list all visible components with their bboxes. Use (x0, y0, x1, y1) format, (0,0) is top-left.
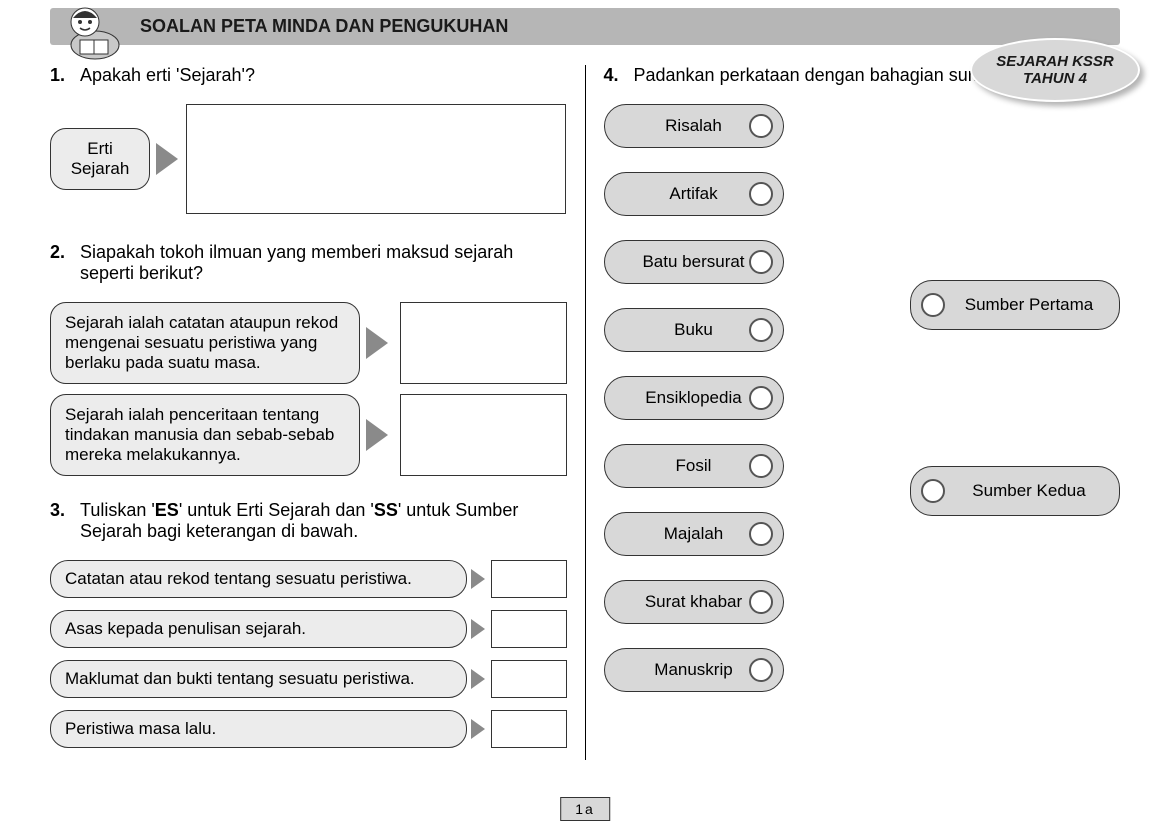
arrow-icon (471, 569, 485, 589)
q3-row: Catatan atau rekod tentang sesuatu peris… (50, 560, 567, 598)
connector-dot[interactable] (749, 590, 773, 614)
match-item-left[interactable]: Buku (604, 308, 784, 352)
arrow-icon (471, 669, 485, 689)
q3-prefix: Tuliskan ' (80, 500, 155, 520)
pill-label: Batu bersurat (642, 252, 744, 272)
question-3: 3. Tuliskan 'ES' untuk Erti Sejarah dan … (50, 500, 567, 542)
match-item-left[interactable]: Risalah (604, 104, 784, 148)
connector-dot[interactable] (921, 479, 945, 503)
q3-number: 3. (50, 500, 80, 542)
match-item-left[interactable]: Fosil (604, 444, 784, 488)
arrow-icon (366, 419, 388, 451)
mascot-icon (50, 0, 120, 60)
q3-row: Asas kepada penulisan sejarah. (50, 610, 567, 648)
question-2: 2. Siapakah tokoh ilmuan yang memberi ma… (50, 242, 567, 284)
q3-row: Maklumat dan bukti tentang sesuatu peris… (50, 660, 567, 698)
q2-quote-2: Sejarah ialah penceritaan tentang tindak… (50, 394, 360, 476)
connector-dot[interactable] (749, 386, 773, 410)
q3-statement: Catatan atau rekod tentang sesuatu peris… (50, 560, 467, 598)
badge-line1: SEJARAH KSSR (996, 53, 1114, 70)
q1-label-box: Erti Sejarah (50, 128, 150, 190)
pill-label: Fosil (676, 456, 712, 476)
pill-label: Manuskrip (654, 660, 732, 680)
q1-number: 1. (50, 65, 80, 86)
q3-statement: Maklumat dan bukti tentang sesuatu peris… (50, 660, 467, 698)
q3-es: ES (155, 500, 179, 520)
badge-line2: TAHUN 4 (1023, 70, 1087, 87)
pill-label: Artifak (669, 184, 717, 204)
arrow-icon (156, 143, 178, 175)
match-item-right[interactable]: Sumber Pertama (910, 280, 1120, 330)
q3-answer-box[interactable] (491, 660, 567, 698)
arrow-icon (471, 719, 485, 739)
q3-answer-box[interactable] (491, 610, 567, 648)
match-item-left[interactable]: Artifak (604, 172, 784, 216)
pill-label: Majalah (664, 524, 724, 544)
match-item-left[interactable]: Ensiklopedia (604, 376, 784, 420)
page-title: SOALAN PETA MINDA DAN PENGUKUHAN (140, 16, 508, 36)
match-item-left[interactable]: Surat khabar (604, 580, 784, 624)
pill-label: Risalah (665, 116, 722, 136)
q2-number: 2. (50, 242, 80, 284)
q3-text: Tuliskan 'ES' untuk Erti Sejarah dan 'SS… (80, 500, 567, 542)
connector-dot[interactable] (749, 522, 773, 546)
q2-answer-2[interactable] (400, 394, 567, 476)
connector-dot[interactable] (749, 114, 773, 138)
pill-label: Buku (674, 320, 713, 340)
match-item-left[interactable]: Manuskrip (604, 648, 784, 692)
q1-answer-box[interactable] (186, 104, 566, 214)
pill-label: Surat khabar (645, 592, 742, 612)
connector-dot[interactable] (749, 182, 773, 206)
page-title-bar: SOALAN PETA MINDA DAN PENGUKUHAN (50, 8, 1120, 45)
connector-dot[interactable] (749, 250, 773, 274)
match-item-left[interactable]: Majalah (604, 512, 784, 556)
page-number: 1a (560, 797, 610, 821)
q3-answer-box[interactable] (491, 710, 567, 748)
pill-label: Sumber Pertama (965, 295, 1094, 315)
connector-dot[interactable] (921, 293, 945, 317)
question-1: 1. Apakah erti 'Sejarah'? (50, 65, 567, 86)
pill-label: Sumber Kedua (972, 481, 1085, 501)
q3-statement: Asas kepada penulisan sejarah. (50, 610, 467, 648)
q2-quote-1: Sejarah ialah catatan ataupun rekod meng… (50, 302, 360, 384)
q3-mid: ' untuk Erti Sejarah dan ' (179, 500, 374, 520)
q1-text: Apakah erti 'Sejarah'? (80, 65, 567, 86)
q4-number: 4. (604, 65, 634, 86)
match-item-right[interactable]: Sumber Kedua (910, 466, 1120, 516)
q2-text: Siapakah tokoh ilmuan yang memberi maksu… (80, 242, 567, 284)
connector-dot[interactable] (749, 318, 773, 342)
q3-ss: SS (374, 500, 398, 520)
pill-label: Ensiklopedia (645, 388, 741, 408)
q3-answer-box[interactable] (491, 560, 567, 598)
match-item-left[interactable]: Batu bersurat (604, 240, 784, 284)
arrow-icon (366, 327, 388, 359)
q2-answer-1[interactable] (400, 302, 567, 384)
q3-row: Peristiwa masa lalu. (50, 710, 567, 748)
connector-dot[interactable] (749, 454, 773, 478)
connector-dot[interactable] (749, 658, 773, 682)
subject-badge: SEJARAH KSSR TAHUN 4 (970, 38, 1140, 102)
arrow-icon (471, 619, 485, 639)
q3-statement: Peristiwa masa lalu. (50, 710, 467, 748)
